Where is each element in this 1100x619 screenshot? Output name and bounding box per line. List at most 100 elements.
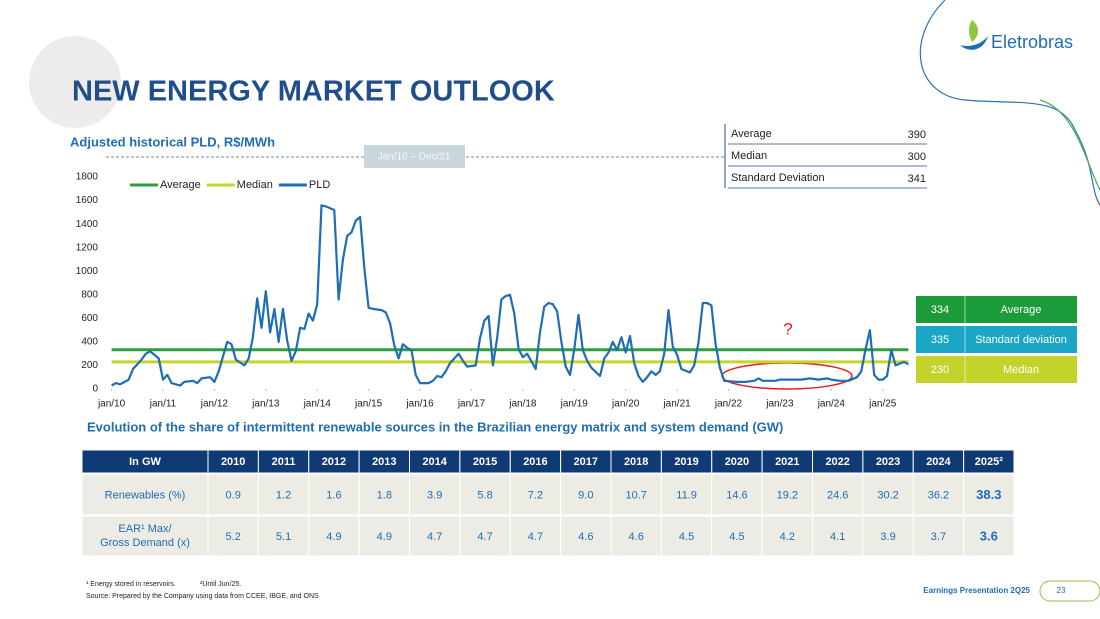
y-tick-label: 800 (81, 289, 98, 300)
stat-box (916, 296, 1077, 323)
table-row-label: EAR¹ Max/ (118, 523, 172, 535)
table-value: 3.9 (427, 489, 442, 501)
x-tick-label: jan/21 (662, 399, 691, 410)
x-tick-label: jan/20 (611, 399, 640, 410)
x-tick-label: jan/15 (354, 399, 383, 410)
table-value: 38.3 (976, 487, 1001, 502)
y-tick-label: 1800 (76, 172, 99, 183)
table-value: 10.7 (625, 489, 646, 501)
table-header-text: 2018 (624, 456, 648, 468)
table-header-text: 2019 (674, 456, 698, 468)
logo-text: Eletrobras (991, 32, 1073, 52)
y-tick-label: 200 (81, 360, 98, 371)
table-header-text: 2016 (523, 456, 547, 468)
annotation: ? (783, 319, 792, 338)
x-tick-label: jan/14 (303, 399, 332, 410)
stat-box-label: Standard deviation (975, 334, 1067, 346)
x-tick-label: jan/10 (97, 399, 126, 410)
table-cell (308, 473, 360, 516)
x-tick-label: jan/24 (817, 399, 846, 410)
x-tick-label: jan/19 (560, 399, 589, 410)
period-label: Jan/10 – Dec/21 (378, 152, 451, 163)
table-cell (257, 515, 310, 557)
table-row-label: Renewables (%) (105, 489, 186, 501)
table-cell (81, 515, 209, 557)
decor-curve (919, 0, 1100, 206)
table-cell (81, 473, 209, 516)
logo-mark (960, 36, 988, 50)
table-value: 4.7 (427, 531, 442, 543)
table-cell (812, 515, 864, 557)
table-cell (761, 515, 813, 557)
table-cell (711, 473, 763, 516)
table-value: 0.9 (226, 489, 241, 501)
source-note: Source: Prepared by the Company using da… (86, 593, 319, 600)
table-cell (761, 473, 813, 516)
table-cell (459, 515, 511, 557)
table-value: 4.7 (477, 531, 492, 543)
table-header-text: 2015 (473, 456, 497, 468)
table-header-text: 2025² (975, 456, 1003, 468)
stat-box-value: 230 (931, 364, 949, 376)
table-header-text: 2020 (725, 456, 749, 468)
table-value: 4.9 (377, 531, 392, 543)
stat-box (916, 326, 1077, 353)
legend-label: Average (160, 179, 201, 191)
table-value: 36.2 (928, 489, 949, 501)
x-tick-label: jan/16 (405, 399, 434, 410)
table-value: 7.2 (528, 489, 543, 501)
table-value: 9.0 (578, 489, 593, 501)
stat-box-value: 335 (931, 334, 949, 346)
table-cell (207, 515, 259, 557)
table-header-text: 2023 (876, 456, 900, 468)
stat-box (916, 356, 1077, 383)
table-header-text: 2011 (272, 456, 296, 468)
table-value: 1.8 (377, 489, 392, 501)
table-value: 4.7 (528, 531, 543, 543)
series-line (111, 204, 909, 387)
table-header-cell (963, 449, 1015, 474)
table-value: 5.8 (477, 489, 492, 501)
stat-value: 300 (908, 151, 926, 163)
table-cell (963, 515, 1015, 557)
page-number: 23 (1057, 586, 1066, 595)
y-tick-label: 1600 (76, 195, 99, 206)
x-tick-label: jan/12 (200, 399, 229, 410)
stat-label: Standard Deviation (731, 172, 825, 184)
decor-blob (29, 36, 121, 128)
table-header-text: 2013 (372, 456, 396, 468)
table-cell (610, 473, 662, 516)
table-cell (207, 473, 259, 516)
table-cell (812, 473, 864, 516)
stat-label: Average (731, 128, 772, 140)
table-value: 3.6 (980, 528, 998, 543)
table-header-text: 2010 (221, 456, 245, 468)
table-value: 3.7 (931, 531, 946, 543)
table-value: 11.9 (676, 489, 697, 501)
table-cell (862, 473, 914, 516)
logo-mark (969, 20, 978, 42)
table-cell (862, 515, 914, 557)
table-value: 1.2 (276, 489, 291, 501)
table-header-text: 2021 (775, 456, 799, 468)
x-tick-label: jan/23 (765, 399, 794, 410)
footnote: ¹ Energy stored in reservoirs. (86, 581, 176, 588)
highlight-ellipse (721, 362, 853, 390)
table-cell (963, 473, 1015, 516)
table-cell (509, 515, 562, 557)
y-tick-label: 1200 (76, 242, 99, 253)
stat-value: 390 (908, 129, 926, 141)
stat-box-value: 334 (931, 304, 949, 316)
table-value: 4.9 (326, 531, 341, 543)
x-tick-label: jan/18 (508, 399, 537, 410)
table-value: 3.9 (880, 531, 895, 543)
table-header-text: 2012 (322, 456, 346, 468)
table-value: 4.2 (780, 531, 795, 543)
table-header-text: 2022 (825, 456, 849, 468)
x-tick-label: jan/11 (149, 399, 177, 410)
table-header-text: 2017 (574, 456, 598, 468)
table-header-text: 2024 (926, 456, 951, 468)
y-tick-label: 1000 (76, 266, 99, 277)
x-tick-label: jan/25 (868, 399, 897, 410)
